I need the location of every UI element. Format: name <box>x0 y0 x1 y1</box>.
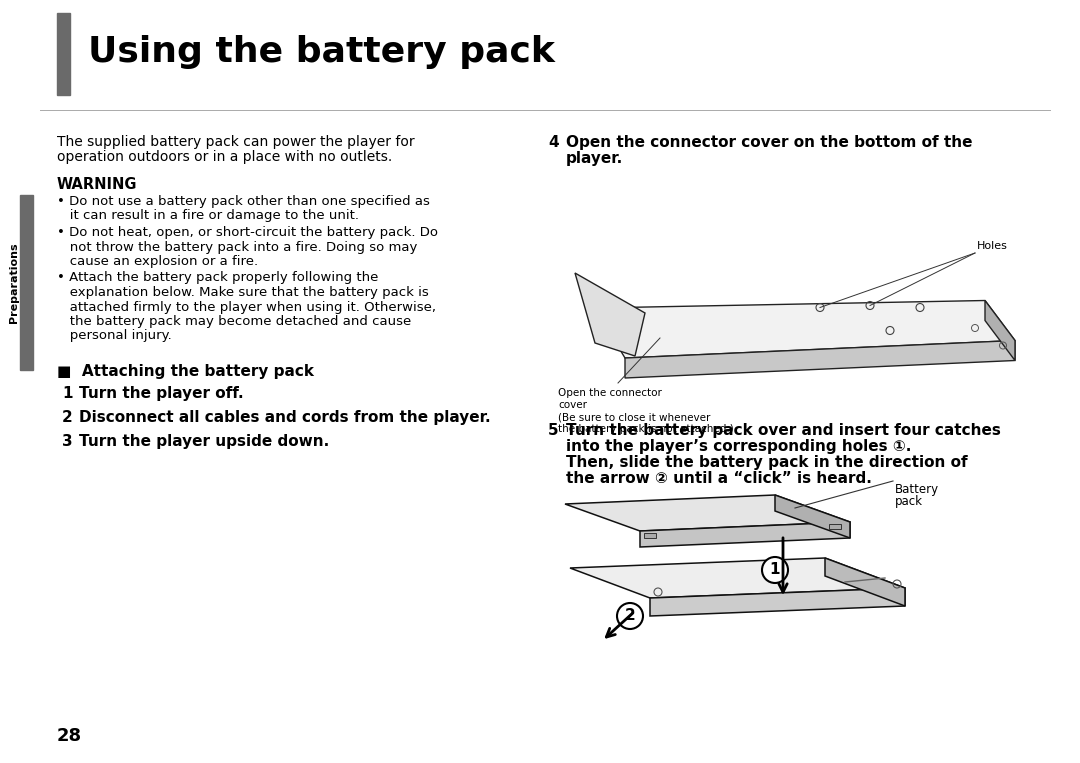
Text: Open the connector cover on the bottom of the: Open the connector cover on the bottom o… <box>566 135 972 150</box>
Text: Open the connector: Open the connector <box>558 388 662 398</box>
Text: the battery pack may become detached and cause: the battery pack may become detached and… <box>57 315 411 328</box>
Text: 1: 1 <box>770 562 780 578</box>
Polygon shape <box>775 495 850 538</box>
Polygon shape <box>575 273 645 356</box>
Text: 4: 4 <box>548 135 558 150</box>
Text: not throw the battery pack into a fire. Doing so may: not throw the battery pack into a fire. … <box>57 240 417 253</box>
Circle shape <box>762 557 788 583</box>
Text: Turn the player upside down.: Turn the player upside down. <box>79 434 329 449</box>
Text: operation outdoors or in a place with no outlets.: operation outdoors or in a place with no… <box>57 150 392 164</box>
Text: (Be sure to close it whenever: (Be sure to close it whenever <box>558 412 711 422</box>
Polygon shape <box>570 558 905 598</box>
Bar <box>644 533 656 538</box>
Text: Turn the player off.: Turn the player off. <box>79 386 244 401</box>
Polygon shape <box>640 522 850 547</box>
Text: 2: 2 <box>624 609 635 623</box>
Text: • Attach the battery pack properly following the: • Attach the battery pack properly follo… <box>57 272 378 285</box>
Text: Holes: Holes <box>977 241 1008 251</box>
Polygon shape <box>625 340 1015 378</box>
Text: explanation below. Make sure that the battery pack is: explanation below. Make sure that the ba… <box>57 286 429 299</box>
Text: attached firmly to the player when using it. Otherwise,: attached firmly to the player when using… <box>57 301 436 314</box>
Polygon shape <box>825 558 905 606</box>
Text: the arrow ② until a “click” is heard.: the arrow ② until a “click” is heard. <box>566 471 872 486</box>
Text: pack: pack <box>895 495 923 508</box>
Text: • Do not use a battery pack other than one specified as: • Do not use a battery pack other than o… <box>57 195 430 208</box>
Text: it can result in a fire or damage to the unit.: it can result in a fire or damage to the… <box>57 210 359 223</box>
Text: into the player’s corresponding holes ①.: into the player’s corresponding holes ①. <box>566 439 912 454</box>
Text: Then, slide the battery pack in the direction of: Then, slide the battery pack in the dire… <box>566 455 968 470</box>
Text: 28: 28 <box>57 727 82 745</box>
Text: 3: 3 <box>62 434 72 449</box>
Polygon shape <box>595 301 1015 358</box>
Text: ■  Attaching the battery pack: ■ Attaching the battery pack <box>57 364 314 379</box>
Bar <box>21 195 33 370</box>
Polygon shape <box>650 588 905 616</box>
Text: 5: 5 <box>548 423 558 438</box>
Polygon shape <box>985 301 1015 360</box>
Bar <box>829 524 841 529</box>
Text: 2: 2 <box>62 410 72 425</box>
Text: the battery pack is not attached.): the battery pack is not attached.) <box>558 424 733 434</box>
Polygon shape <box>565 495 850 531</box>
Text: • Do not heat, open, or short-circuit the battery pack. Do: • Do not heat, open, or short-circuit th… <box>57 226 438 239</box>
Text: cover: cover <box>558 400 588 410</box>
Text: Using the battery pack: Using the battery pack <box>87 35 555 69</box>
Text: WARNING: WARNING <box>57 177 137 192</box>
Text: Turn the battery pack over and insert four catches: Turn the battery pack over and insert fo… <box>566 423 1001 438</box>
Bar <box>57 13 70 95</box>
Text: Battery: Battery <box>895 483 940 496</box>
Text: The supplied battery pack can power the player for: The supplied battery pack can power the … <box>57 135 415 149</box>
Text: 1: 1 <box>62 386 72 401</box>
Text: player.: player. <box>566 151 623 166</box>
Text: Disconnect all cables and cords from the player.: Disconnect all cables and cords from the… <box>79 410 490 425</box>
Text: Preparations: Preparations <box>9 243 19 324</box>
Text: cause an explosion or a fire.: cause an explosion or a fire. <box>57 255 258 268</box>
Text: personal injury.: personal injury. <box>57 330 172 343</box>
Circle shape <box>617 603 643 629</box>
